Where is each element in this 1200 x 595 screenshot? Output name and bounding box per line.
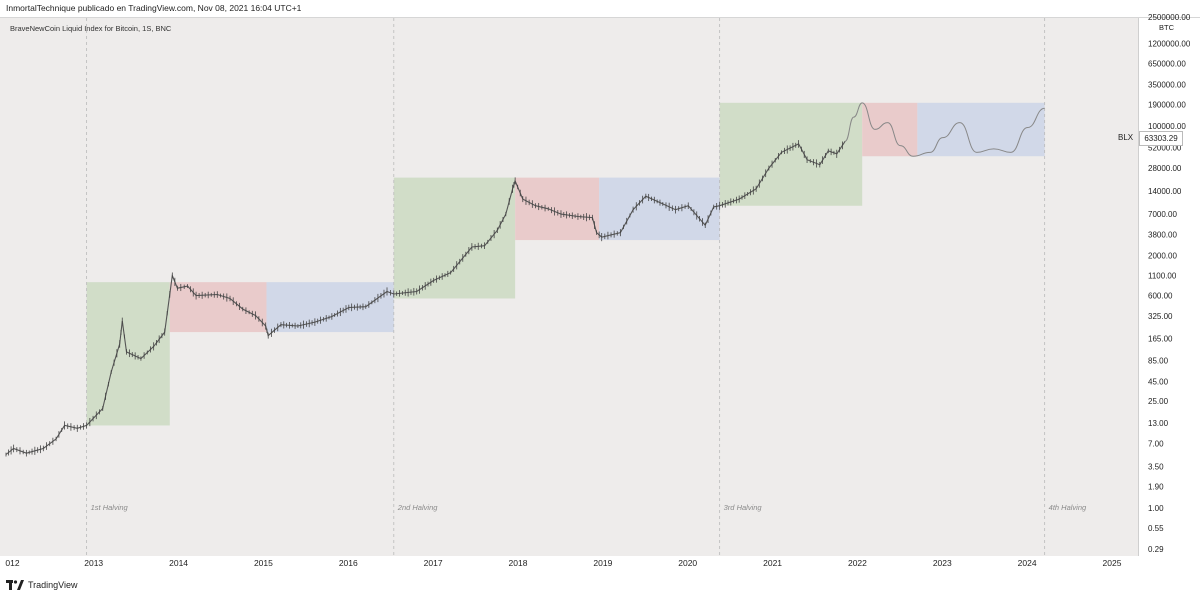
x-tick-label: 2020	[678, 558, 697, 568]
zone-green-6	[719, 102, 863, 206]
halving-label-1: 1st Halving	[91, 503, 129, 512]
series-name-tag: BLX	[1118, 133, 1134, 142]
zone-blue-2	[266, 282, 394, 333]
y-tick-label: 1.00	[1148, 504, 1164, 513]
chart-header: InmortalTechnique publicado en TradingVi…	[0, 0, 1200, 18]
footer	[0, 576, 1200, 595]
projection-curve	[844, 102, 1045, 157]
halving-label-4: 4th Halving	[1049, 503, 1087, 512]
x-tick-label: 2019	[593, 558, 612, 568]
tradingview-icon	[6, 580, 24, 590]
x-tick-label: 2014	[169, 558, 188, 568]
indicator-label: BraveNewCoin Liquid Index for Bitcoin, 1…	[10, 24, 172, 33]
y-tick-label: 1200000.00	[1148, 39, 1191, 48]
y-tick-label: 1.90	[1148, 483, 1164, 492]
zone-blue-8	[917, 102, 1045, 157]
y-tick-label: 52000.00	[1148, 144, 1182, 153]
y-tick-label: 28000.00	[1148, 164, 1182, 173]
y-tick-label: 25.00	[1148, 397, 1169, 406]
halving-label-2: 2nd Halving	[397, 503, 438, 512]
x-tick-label: 2023	[933, 558, 952, 568]
y-tick-label: 7000.00	[1148, 210, 1177, 219]
y-tick-label: 13.00	[1148, 419, 1169, 428]
x-tick-label: 012	[5, 558, 19, 568]
brand-name: TradingView	[28, 580, 78, 590]
zone-red-4	[515, 177, 600, 241]
chart-svg: 1st Halving 2nd Halving 3rd Halving 4th Hal…	[5, 13, 1191, 568]
x-tick-label: 2013	[84, 558, 103, 568]
x-tick-label: 2025	[1103, 558, 1122, 568]
zone-red-7	[862, 102, 918, 157]
x-tick-label: 2017	[424, 558, 443, 568]
x-tick-label: 2018	[509, 558, 528, 568]
y-tick-label: 0.55	[1148, 524, 1164, 533]
y-tick-label: 3800.00	[1148, 230, 1177, 239]
y-tick-label: 600.00	[1148, 292, 1173, 301]
y-tick-label: 3.50	[1148, 462, 1164, 471]
y-tick-label: 100000.00	[1148, 122, 1186, 131]
y-tick-label: 650000.00	[1148, 60, 1186, 69]
price-axis[interactable]	[1138, 18, 1200, 556]
y-tick-label: 0.29	[1148, 545, 1164, 554]
y-tick-label: 85.00	[1148, 356, 1169, 365]
y-tick-label: 1100.00	[1148, 272, 1177, 281]
publish-info: InmortalTechnique publicado en TradingVi…	[6, 3, 302, 13]
y-tick-label: 2000.00	[1148, 252, 1177, 261]
x-tick-label: 2022	[848, 558, 867, 568]
y-tick-label: 45.00	[1148, 378, 1169, 387]
last-price-tag: 63303.29	[1139, 131, 1183, 146]
x-tick-label: 2021	[763, 558, 782, 568]
x-tick-label: 2015	[254, 558, 273, 568]
zone-blue-5	[599, 177, 720, 241]
zone-green-0	[86, 282, 170, 426]
y-tick-label: 190000.00	[1148, 101, 1186, 110]
tradingview-logo[interactable]: TradingView	[6, 580, 78, 590]
y-tick-label: 165.00	[1148, 334, 1173, 343]
x-tick-label: 2024	[1018, 558, 1037, 568]
y-axis-unit: BTC	[1159, 23, 1175, 32]
x-tick-label: 2016	[339, 558, 358, 568]
y-tick-label: 325.00	[1148, 312, 1173, 321]
halving-label-3: 3rd Halving	[724, 503, 763, 512]
y-tick-label: 350000.00	[1148, 80, 1186, 89]
y-tick-label: 7.00	[1148, 439, 1164, 448]
zone-red-1	[169, 282, 267, 333]
y-tick-label: 2500000.00	[1148, 13, 1191, 22]
y-tick-label: 14000.00	[1148, 187, 1182, 196]
zone-green-3	[393, 177, 516, 299]
